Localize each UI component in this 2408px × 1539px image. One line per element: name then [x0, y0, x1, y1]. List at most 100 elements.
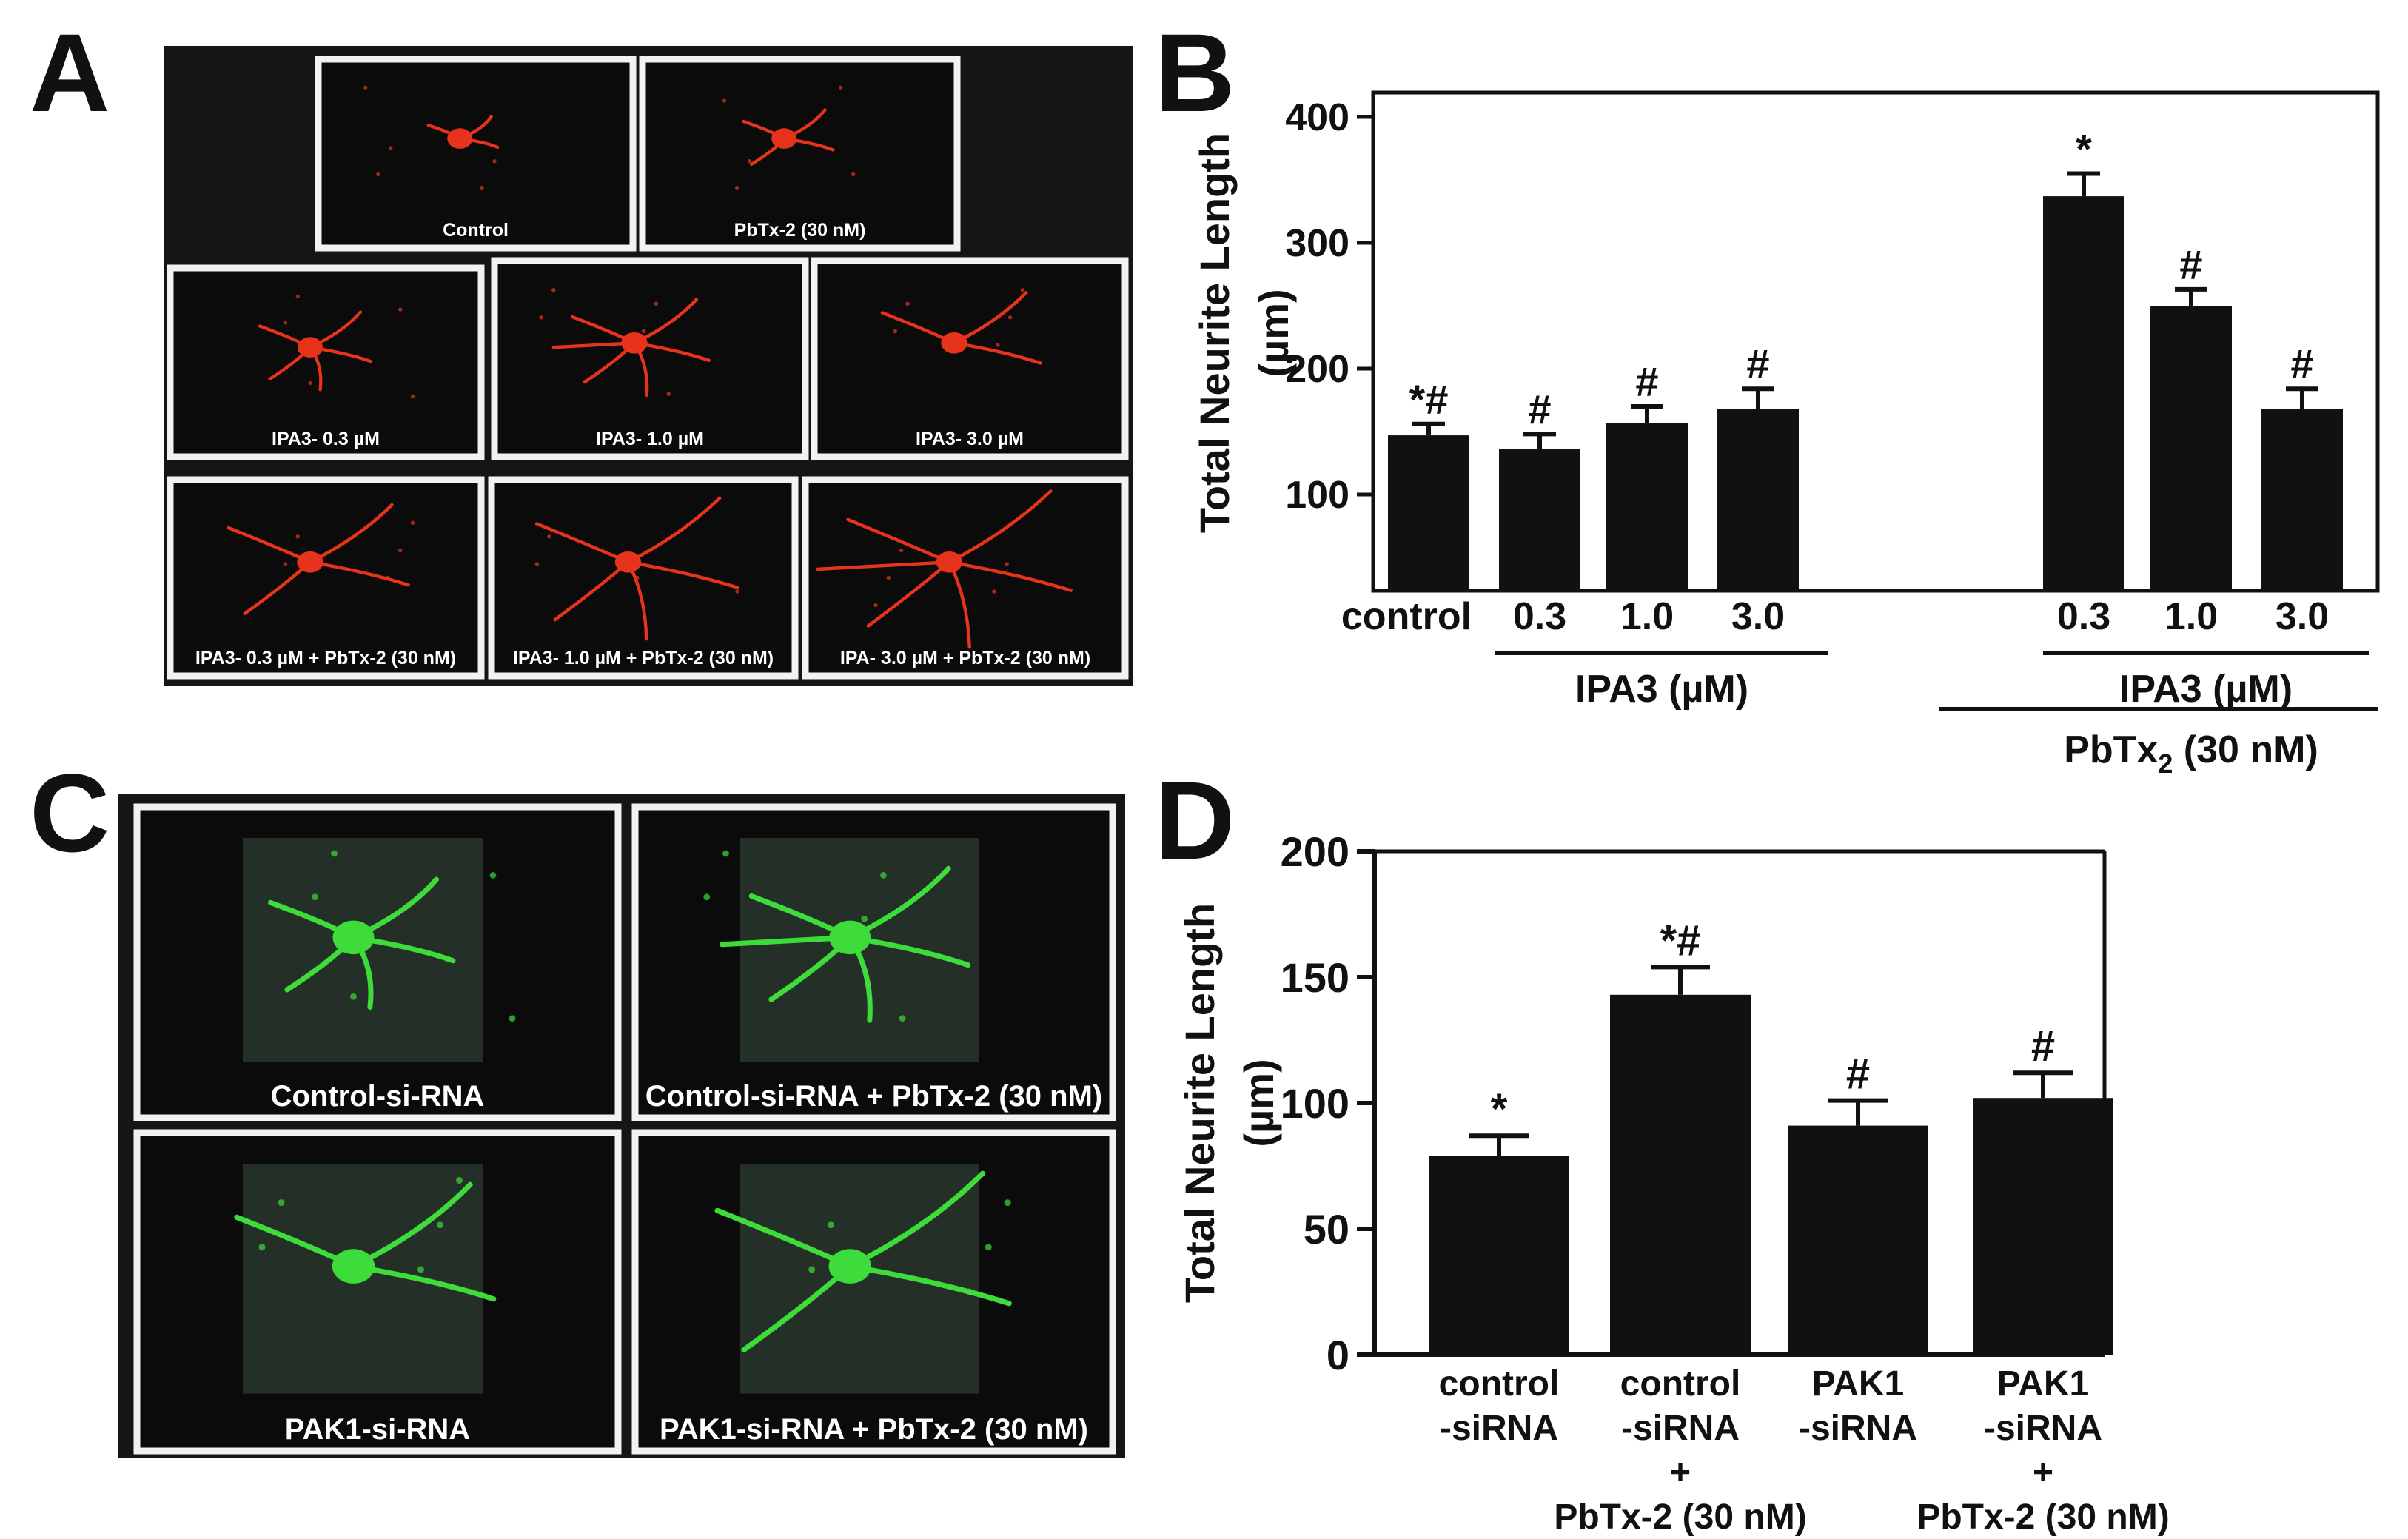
a-debris-dot: [654, 301, 659, 306]
a-neurite: [866, 560, 951, 628]
panel-b-significance-mark: *: [2076, 126, 2092, 172]
panel-label-c: C: [30, 751, 110, 875]
a-debris-dot: [539, 315, 543, 320]
a-debris-dot: [398, 307, 403, 312]
c-debris-dot: [827, 1221, 834, 1229]
panel-d-ylabel: Total Neurite Length: [1176, 903, 1223, 1303]
c-image-caption: Control-si-RNA + PbTx-2 (30 nM): [645, 1080, 1102, 1113]
panel-d-bar: [1788, 1125, 1928, 1355]
panel-b-outer-label-rest: (30 nM): [2173, 728, 2318, 771]
a-image-tile-8: IPA- 3.0 µM + PbTx-2 (30 nM): [802, 476, 1129, 680]
a-neurite: [458, 136, 500, 150]
a-debris-dot: [389, 146, 393, 150]
panel-b-category-label: 1.0: [1620, 595, 1674, 638]
a-image-frame: [491, 257, 809, 460]
a-debris-dot: [363, 85, 368, 90]
a-neurite: [426, 124, 462, 141]
c-debris-dot: [331, 850, 338, 857]
a-debris-dot: [893, 329, 897, 334]
panel-b-significance-mark: #: [1528, 386, 1551, 432]
a-neurite: [626, 560, 648, 641]
a-debris-dot: [534, 562, 540, 566]
panel-b-significance-mark: #: [1635, 358, 1658, 405]
panel-d-significance-mark: #: [1846, 1050, 1870, 1099]
a-debris-dot: [734, 185, 739, 190]
c-debris-dot: [258, 1244, 266, 1251]
c-debris-dot: [417, 1266, 424, 1273]
panel-d-category-label: control: [1620, 1364, 1741, 1404]
a-debris-dot: [1005, 562, 1009, 566]
panel-d-chart: Total Neurite Length (µm) 0 50 100 150 200 *…: [1176, 828, 2170, 1537]
a-neurite: [458, 115, 493, 141]
a-neurite: [782, 136, 835, 152]
panel-d-y-tick-label: 100: [1281, 1080, 1349, 1127]
c-neurite: [714, 1207, 853, 1270]
a-neurite: [308, 345, 372, 363]
c-debris-dot: [880, 872, 887, 879]
a-neurite: [626, 560, 740, 590]
panel-b-bar: [2261, 409, 2343, 591]
c-neurite: [847, 934, 873, 1023]
panel-b-group-brackets: IPA3 (µM) IPA3 (µM) PbTx2 (30 nM): [1495, 651, 2378, 779]
c-debris-dot: [312, 893, 318, 901]
c-image-tile-3: PAK1-si-RNA: [133, 1129, 622, 1455]
c-neurite: [748, 893, 853, 940]
panel-b-outer-group-label: PbTx2 (30 nM): [2064, 728, 2318, 779]
panel-d-category-label: PAK1: [1997, 1364, 2089, 1404]
a-debris-dot: [873, 603, 878, 608]
panel-b-significance-mark: #: [1746, 341, 1769, 387]
panel-d-bar: [1429, 1156, 1569, 1355]
panel-b-y-tick-label: 400: [1285, 96, 1349, 139]
a-debris-dot: [851, 172, 856, 177]
panel-d-y-tick-label: 200: [1281, 828, 1349, 875]
panel-a-micrographs: Control PbTx-2 (30 nM) IPA3- 0.3 µM IPA3- 1…: [164, 46, 1133, 686]
a-neurite: [632, 298, 699, 345]
panel-b-significance-mark: *#: [1409, 376, 1449, 423]
a-debris-dot: [647, 548, 651, 553]
c-debris-dot: [899, 1015, 906, 1022]
a-image-tile-2: PbTx-2 (30 nM): [639, 56, 961, 252]
a-image-tile-7: IPA3- 1.0 µM + PbTx-2 (30 nM): [488, 476, 799, 680]
c-neurite: [268, 899, 356, 940]
a-debris-dot: [635, 575, 640, 580]
a-image-frame: [167, 476, 485, 680]
a-debris-dot: [376, 172, 380, 177]
panel-d-category-label: control: [1439, 1364, 1560, 1404]
c-neurite: [719, 934, 853, 948]
panel-b-group-label: IPA3 (µM): [1575, 668, 1748, 711]
a-debris-dot: [666, 392, 671, 396]
panel-label-b: B: [1155, 10, 1235, 135]
panel-b-bar: [2150, 306, 2232, 591]
a-neurite: [626, 496, 722, 564]
c-neurite: [351, 934, 374, 1010]
panel-label-a: A: [30, 10, 110, 135]
panel-d-y-tick-label: 50: [1304, 1206, 1349, 1253]
c-neurite: [847, 1264, 1012, 1307]
a-debris-dot: [1020, 287, 1025, 292]
a-debris-dot: [905, 301, 910, 306]
c-neurite: [847, 1170, 986, 1270]
a-debris-dot: [492, 159, 497, 164]
a-neurite: [952, 341, 1042, 365]
a-neurite: [816, 560, 951, 571]
c-debris-dot: [703, 893, 711, 901]
panel-b-group-label: IPA3 (µM): [2119, 668, 2293, 711]
panel-b-y-axis: 100 200 300 400: [1285, 96, 1373, 517]
a-neurite: [948, 560, 1073, 592]
c-debris-dot: [966, 1288, 973, 1295]
c-neurite: [350, 1264, 497, 1302]
a-debris-dot: [641, 329, 646, 334]
a-neurite: [948, 489, 1053, 564]
c-image-tile-4: PAK1-si-RNA + PbTx-2 (30 nM): [631, 1129, 1116, 1455]
a-neurite: [632, 341, 711, 363]
panel-b-category-label: 0.3: [1513, 595, 1566, 638]
a-neurite: [583, 341, 637, 384]
c-neurite: [847, 865, 951, 940]
panel-b-bar: [1717, 409, 1799, 591]
panel-b-bar: [2043, 196, 2124, 591]
c-image-tile-2: Control-si-RNA + PbTx-2 (30 nM): [631, 803, 1116, 1121]
c-neurite: [284, 934, 356, 993]
a-neurite: [632, 341, 649, 397]
a-debris-dot: [735, 589, 739, 594]
a-debris-dot: [1007, 315, 1013, 320]
